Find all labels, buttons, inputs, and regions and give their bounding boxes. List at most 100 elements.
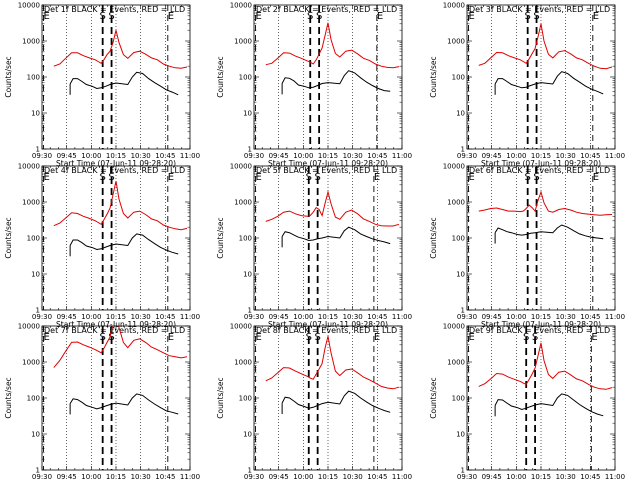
y-tick-label: 10 <box>456 431 465 439</box>
marker-label: S <box>533 11 539 22</box>
y-tick-label: 100 <box>452 235 465 243</box>
marker-label: E <box>468 172 474 183</box>
y-tick-label: 1000 <box>447 38 465 46</box>
x-tick-label: 10:30 <box>556 313 576 321</box>
y-tick-label: 1 <box>248 467 252 475</box>
x-tick-label: 10:30 <box>131 152 151 160</box>
x-tick-label: 10:15 <box>531 473 551 480</box>
marker-label: E <box>468 11 474 22</box>
x-tick-label: 10:00 <box>81 473 101 480</box>
x-tick-label: 09:30 <box>457 313 477 321</box>
x-tick-label: 11:00 <box>180 473 200 480</box>
y-tick-label: 10 <box>243 271 252 279</box>
x-tick-label: 10:00 <box>293 473 313 480</box>
data-area <box>53 30 188 96</box>
x-tick-label: 10:30 <box>556 152 576 160</box>
x-axis-label: Start Time (07-Jun-11 09:28:20) <box>56 320 176 329</box>
plot-frame <box>466 325 616 471</box>
marker-label: S <box>533 172 539 183</box>
chart-panel-6: Det 6f BLACK = Events, RED = LLD Counts/s… <box>429 163 625 330</box>
plot-frame <box>41 325 191 471</box>
plot-frame <box>41 165 191 311</box>
y-tick-label: 10 <box>243 110 252 118</box>
y-tick-label: 10000 <box>230 163 252 171</box>
y-tick-label: 1000 <box>234 38 252 46</box>
x-axis-label: Start Time (07-Jun-11 09:28:20) <box>481 159 601 168</box>
x-axis-label: Start Time (07-Jun-11 09:28:20) <box>56 159 176 168</box>
y-tick-label: 100 <box>239 395 252 403</box>
y-tick-label: 10000 <box>443 163 465 171</box>
plot-frame <box>466 165 616 311</box>
y-axis-label: Counts/sec <box>4 56 13 97</box>
marker-label: E <box>168 11 174 22</box>
y-tick-label: 100 <box>27 74 40 82</box>
chart-panel-2: Det 2f BLACK = Events, RED = LLD Counts/s… <box>216 2 412 169</box>
y-tick-label: 10000 <box>18 163 40 171</box>
series-line-events <box>69 393 179 415</box>
y-tick-label: 100 <box>239 74 252 82</box>
marker-label: E <box>593 11 599 22</box>
y-tick-label: 1000 <box>447 199 465 207</box>
marker-label: E <box>593 172 599 183</box>
x-tick-label: 09:45 <box>269 313 289 321</box>
x-tick-label: 09:30 <box>244 152 264 160</box>
chart-title: Det 6f BLACK = Events, RED = LLD <box>469 166 610 175</box>
marker-label: E <box>468 332 474 343</box>
x-tick-label: 09:30 <box>457 473 477 480</box>
data-area <box>265 22 400 95</box>
plot-frame <box>41 4 191 150</box>
marker-label: E <box>255 11 261 22</box>
y-tick-label: 100 <box>452 395 465 403</box>
marker-label: S <box>306 172 312 183</box>
x-tick-label: 10:30 <box>343 313 363 321</box>
chart-title: Det 3f BLACK = Events, RED = LLD <box>469 5 610 14</box>
series-line-events <box>281 226 391 245</box>
x-tick-label: 09:45 <box>269 473 289 480</box>
y-axis-label: Counts/sec <box>429 217 438 258</box>
y-tick-label: 100 <box>239 235 252 243</box>
data-area <box>53 180 188 257</box>
x-tick-label: 09:30 <box>244 473 264 480</box>
marker-label: S <box>307 11 313 22</box>
y-tick-label: 10000 <box>18 2 40 10</box>
y-tick-label: 1 <box>461 307 465 315</box>
x-tick-label: 10:15 <box>318 152 338 160</box>
marker-label: S <box>108 11 114 22</box>
x-tick-label: 10:45 <box>367 473 387 480</box>
x-tick-label: 10:45 <box>367 152 387 160</box>
x-tick-label: 10:45 <box>367 313 387 321</box>
series-line-lld <box>478 23 613 70</box>
y-tick-label: 10000 <box>230 323 252 331</box>
y-tick-label: 10000 <box>230 2 252 10</box>
plot-frame <box>253 165 403 311</box>
y-tick-label: 1000 <box>22 199 40 207</box>
y-tick-label: 1000 <box>234 359 252 367</box>
marker-label: E <box>43 332 49 343</box>
marker-label: E <box>255 332 261 343</box>
y-tick-label: 1000 <box>22 38 40 46</box>
marker-label: S <box>108 172 114 183</box>
series-line-lld <box>53 180 188 231</box>
x-tick-label: 10:45 <box>155 473 175 480</box>
x-tick-label: 10:30 <box>556 473 576 480</box>
marker-label: E <box>374 172 380 183</box>
x-tick-label: 11:00 <box>392 473 412 480</box>
y-tick-label: 10000 <box>443 2 465 10</box>
x-tick-label: 10:15 <box>318 473 338 480</box>
y-tick-label: 1 <box>461 146 465 154</box>
marker-label: E <box>43 172 49 183</box>
marker-label: E <box>377 11 383 22</box>
x-tick-label: 10:15 <box>531 313 551 321</box>
marker-label: E <box>591 332 597 343</box>
y-axis-label: Counts/sec <box>4 377 13 418</box>
chart-panel-7: Det 7f BLACK = Events, RED = LLD Counts/s… <box>4 323 200 480</box>
series-line-events <box>281 70 391 92</box>
y-tick-label: 1000 <box>234 199 252 207</box>
chart-title: Det 8f BLACK = Events, RED = LLD <box>256 326 397 335</box>
x-tick-label: 09:45 <box>482 313 502 321</box>
x-tick-label: 09:45 <box>269 152 289 160</box>
y-axis-label: Counts/sec <box>4 217 13 258</box>
y-tick-label: 10000 <box>18 323 40 331</box>
chart-panel-8: Det 8f BLACK = Events, RED = LLD Counts/s… <box>216 323 412 480</box>
